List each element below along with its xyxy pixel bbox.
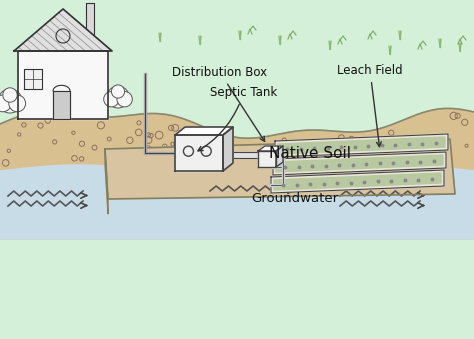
Text: Groundwater: Groundwater — [251, 193, 338, 205]
Polygon shape — [223, 127, 233, 171]
Circle shape — [107, 86, 129, 108]
Polygon shape — [175, 127, 233, 135]
Polygon shape — [175, 135, 223, 171]
Polygon shape — [14, 9, 112, 51]
Polygon shape — [53, 91, 70, 119]
Circle shape — [111, 85, 125, 98]
Circle shape — [104, 92, 119, 107]
Text: Septic Tank: Septic Tank — [198, 86, 277, 151]
Text: Distribution Box: Distribution Box — [173, 66, 267, 141]
Polygon shape — [275, 134, 448, 157]
Polygon shape — [274, 173, 441, 190]
Polygon shape — [24, 69, 42, 89]
Text: Leach Field: Leach Field — [337, 64, 403, 147]
Polygon shape — [276, 146, 283, 167]
Polygon shape — [0, 165, 474, 239]
Circle shape — [0, 95, 11, 112]
Polygon shape — [258, 151, 276, 167]
Polygon shape — [271, 170, 444, 193]
Polygon shape — [105, 149, 108, 214]
Circle shape — [3, 88, 17, 102]
Polygon shape — [273, 152, 446, 175]
Polygon shape — [258, 146, 283, 151]
Polygon shape — [278, 137, 445, 154]
Circle shape — [0, 89, 22, 113]
Circle shape — [117, 92, 132, 107]
Polygon shape — [276, 155, 443, 172]
Polygon shape — [18, 51, 108, 119]
Polygon shape — [0, 108, 474, 239]
Polygon shape — [86, 3, 94, 41]
Polygon shape — [223, 152, 258, 158]
Text: Native Soil: Native Soil — [269, 146, 351, 161]
Circle shape — [9, 95, 26, 112]
Polygon shape — [105, 139, 455, 199]
